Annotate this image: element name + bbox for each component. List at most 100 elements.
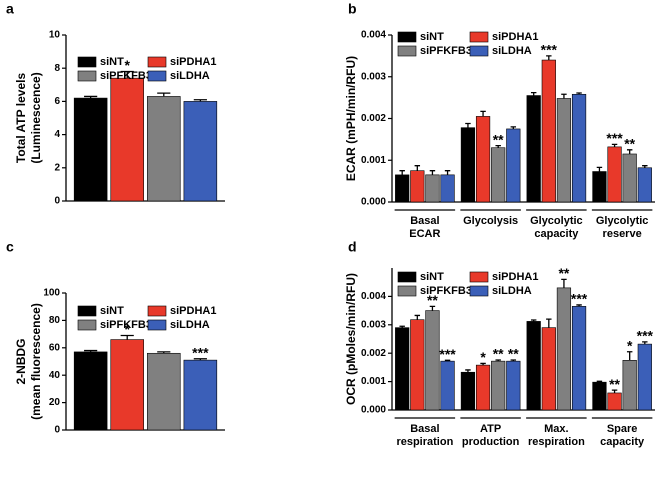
legend-label: siLDHA xyxy=(170,319,210,331)
error-bar xyxy=(596,380,603,383)
error-bar xyxy=(193,99,207,102)
legend-swatch xyxy=(469,31,489,43)
panel-label: c xyxy=(6,239,14,255)
x-tick-label: capacity xyxy=(600,436,645,448)
error-bar xyxy=(546,318,552,328)
significance-label: *** xyxy=(606,130,623,146)
y-tick-label: 0.001 xyxy=(361,376,386,387)
legend-label: siNT xyxy=(420,271,444,283)
y-tick-label: 0.003 xyxy=(361,71,386,82)
error-bar xyxy=(414,165,421,171)
y-tick-label: 2 xyxy=(54,162,60,173)
bar xyxy=(183,101,218,202)
error-bar xyxy=(561,93,567,99)
error-bar xyxy=(576,304,582,307)
y-tick-label: 0.000 xyxy=(361,405,386,416)
error-bar xyxy=(444,170,451,175)
bar xyxy=(506,360,521,411)
bar xyxy=(637,167,652,203)
bar xyxy=(592,171,607,203)
bar xyxy=(410,170,425,203)
bar xyxy=(425,174,440,203)
y-tick-label: 0.002 xyxy=(361,348,386,359)
error-bar xyxy=(414,314,421,320)
x-tick-label: Basal xyxy=(410,423,439,435)
panel-label: a xyxy=(6,1,14,17)
bar xyxy=(541,59,556,203)
legend-swatch xyxy=(77,319,97,331)
y-tick-label: 100 xyxy=(43,288,60,299)
legend-swatch xyxy=(147,56,167,68)
x-tick-label: production xyxy=(462,436,520,448)
bar xyxy=(395,327,410,411)
significance-label: *** xyxy=(439,346,456,362)
x-tick-label: ATP xyxy=(480,423,501,435)
error-bar xyxy=(157,351,171,354)
error-bar xyxy=(157,92,171,97)
bar xyxy=(556,98,572,203)
significance-label: *** xyxy=(571,291,588,307)
bar xyxy=(73,97,108,202)
y-axis-label: ECAR (mPH/min/RFU) xyxy=(344,56,358,181)
legend-swatch xyxy=(77,70,97,82)
legend-label: siLDHA xyxy=(492,285,532,297)
bar xyxy=(622,359,637,411)
bar xyxy=(395,174,410,203)
bar xyxy=(526,321,541,411)
legend-label: siNT xyxy=(100,56,124,68)
error-bar xyxy=(399,170,405,175)
error-bar xyxy=(561,278,567,288)
bar xyxy=(622,153,637,203)
x-tick-label: capacity xyxy=(534,228,579,240)
legend-swatch xyxy=(397,271,417,283)
bar xyxy=(637,343,652,411)
legend-swatch xyxy=(397,285,417,297)
error-bar xyxy=(429,305,436,311)
y-axis-label: (mean fluorescence) xyxy=(29,303,43,420)
y-tick-label: 20 xyxy=(49,397,61,408)
legend-label: siPDHA1 xyxy=(170,56,216,68)
significance-label: ** xyxy=(558,265,569,281)
y-tick-label: 0.002 xyxy=(361,113,386,124)
error-bar xyxy=(84,349,98,352)
bar xyxy=(556,287,572,411)
significance-label: *** xyxy=(637,328,654,344)
error-bar xyxy=(193,358,207,361)
y-axis-label: 2-NBDG xyxy=(14,338,28,384)
significance-label: ** xyxy=(493,346,504,362)
y-axis-label: Total ATP levels xyxy=(14,73,28,164)
legend-label: siNT xyxy=(420,31,444,43)
x-tick-label: Glycolysis xyxy=(463,215,518,227)
error-bar xyxy=(530,91,537,96)
error-bar xyxy=(611,143,618,147)
legend-swatch xyxy=(147,70,167,82)
significance-label: * xyxy=(124,321,130,337)
legend-label: siPFKFB3 xyxy=(420,285,472,297)
bar xyxy=(607,146,622,203)
error-bar xyxy=(510,126,517,129)
x-tick-label: ECAR xyxy=(409,228,440,240)
significance-label: *** xyxy=(541,42,558,58)
legend-label: siPFKFB3 xyxy=(100,319,152,331)
error-bar xyxy=(429,170,436,175)
bar xyxy=(410,319,425,411)
y-axis-label: OCR (pMoles/min/RFU) xyxy=(344,273,358,405)
legend-swatch xyxy=(397,45,417,57)
error-bar xyxy=(626,351,633,361)
x-tick-label: respiration xyxy=(528,436,585,448)
x-tick-label: Glycolytic xyxy=(596,215,649,227)
significance-label: ** xyxy=(609,376,620,392)
bar xyxy=(592,381,607,411)
legend-swatch xyxy=(469,45,489,57)
x-tick-label: Glycolytic xyxy=(530,215,583,227)
y-tick-label: 0.004 xyxy=(361,291,386,302)
y-tick-label: 4 xyxy=(54,129,60,140)
bar xyxy=(571,93,587,203)
error-bar xyxy=(480,110,486,117)
y-tick-label: 40 xyxy=(49,370,61,381)
bar xyxy=(491,147,506,203)
y-tick-label: 10 xyxy=(49,30,61,41)
bar xyxy=(73,351,108,431)
error-bar xyxy=(576,92,582,95)
